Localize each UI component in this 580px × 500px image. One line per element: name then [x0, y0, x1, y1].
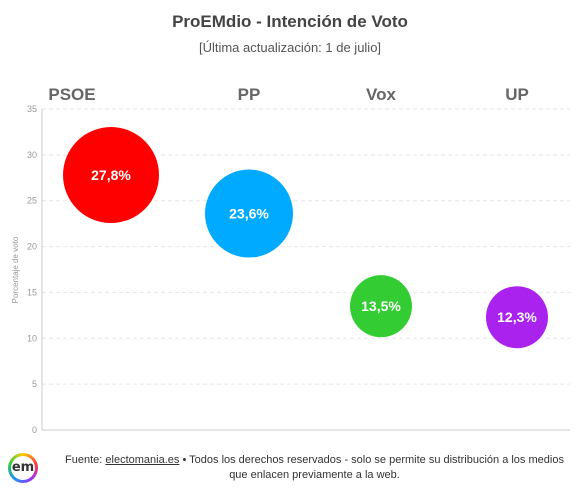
category-label-vox: Vox: [366, 85, 396, 104]
category-labels: PSOE PP Vox UP: [48, 85, 528, 104]
copyright-text: • Todos los derechos reservados - solo s…: [179, 454, 564, 481]
category-label-up: UP: [505, 85, 529, 104]
y-tick-label: 25: [27, 196, 37, 206]
bubble-pp: [205, 169, 293, 258]
y-tick-label: 10: [27, 333, 37, 343]
bubble-psoe: [63, 127, 159, 224]
bubble-value-label-psoe: 27,8%: [91, 167, 131, 183]
y-tick-label: 35: [27, 104, 37, 114]
category-label-pp: PP: [238, 85, 261, 104]
y-tick-label: 15: [27, 287, 37, 297]
bubble-value-label-up: 12,3%: [497, 309, 537, 325]
logo-text: em: [11, 456, 35, 480]
bubble-up: [486, 286, 548, 349]
category-label-psoe: PSOE: [48, 85, 95, 104]
source-prefix: Fuente:: [65, 454, 106, 466]
y-tick-label: 20: [27, 242, 37, 252]
chart-title: ProEMdio - Intención de Voto: [172, 12, 408, 31]
y-axis-ticks: 0 5 10 15 20 25 30 35: [27, 104, 37, 435]
bubble-value-label-pp: 23,6%: [229, 206, 269, 222]
bubble-chart: 0 5 10 15 20 25 30 35 Porcentaje de voto PSOE PP…: [11, 85, 570, 435]
source-link[interactable]: electomania.es: [105, 454, 180, 466]
y-tick-label: 0: [32, 425, 37, 435]
y-axis-label: Porcentaje de voto: [11, 236, 20, 303]
chart-subtitle: [Última actualización: 1 de julio]: [198, 40, 382, 55]
bubble-value-label-vox: 13,5%: [361, 298, 401, 314]
y-tick-label: 30: [27, 150, 37, 160]
data-bubbles: 27,8% 23,6% 13,5% 12,3%: [63, 127, 548, 349]
source-footer: Fuente: electomania.es • Todos los derec…: [62, 453, 567, 483]
y-tick-label: 5: [32, 379, 37, 389]
bubble-vox: [350, 275, 412, 338]
electomania-logo: em: [8, 453, 38, 483]
